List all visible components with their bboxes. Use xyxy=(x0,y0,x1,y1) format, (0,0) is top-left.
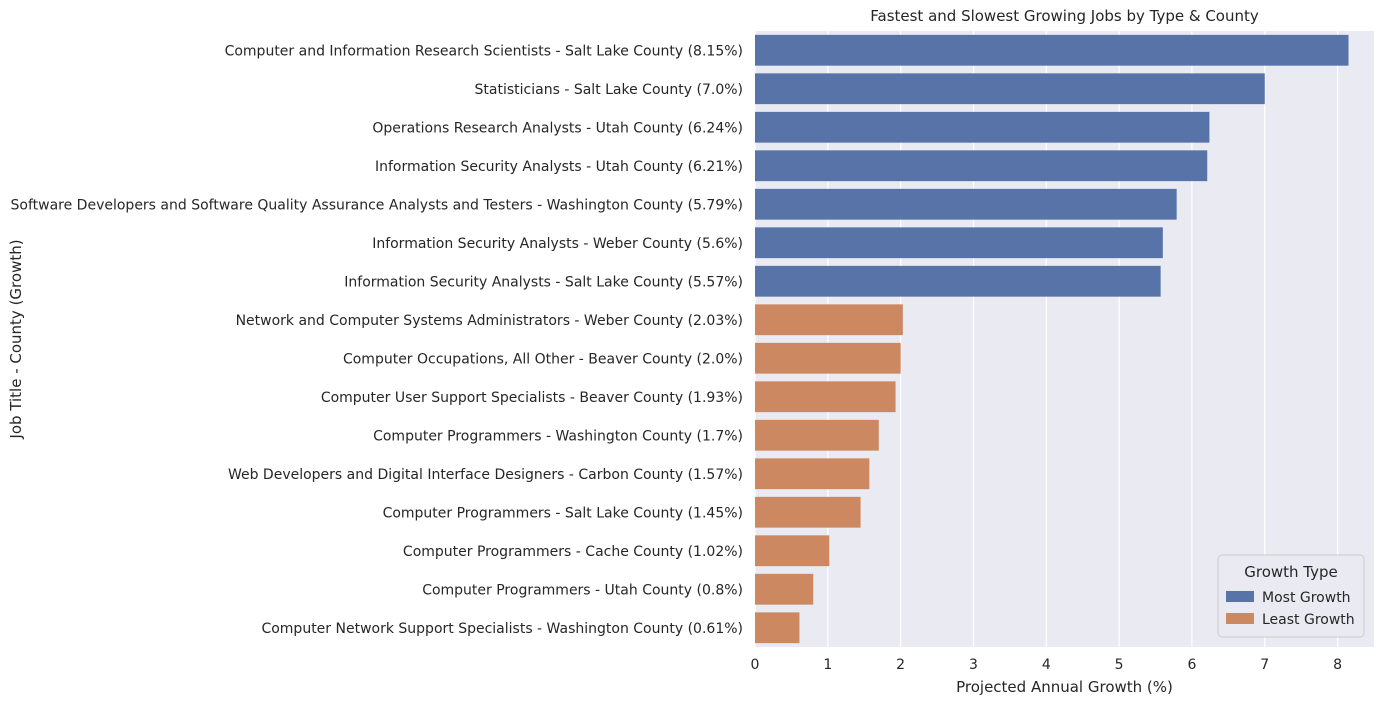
x-axis-title: Projected Annual Growth (%) xyxy=(956,678,1173,696)
bar xyxy=(755,265,1161,297)
bar xyxy=(755,342,901,374)
category-label: Software Developers and Software Quality… xyxy=(11,197,743,213)
legend-box xyxy=(1217,554,1365,638)
category-label: Computer Programmers - Washington County… xyxy=(373,428,743,444)
legend-title: Growth Type xyxy=(1244,563,1338,581)
category-label: Information Security Analysts - Salt Lak… xyxy=(344,274,743,290)
x-tick-label: 4 xyxy=(1042,657,1051,673)
bar xyxy=(755,34,1349,66)
x-tick-label: 5 xyxy=(1115,657,1124,673)
x-tick-label: 8 xyxy=(1333,657,1342,673)
category-labels: Computer and Information Research Scient… xyxy=(11,43,743,637)
y-axis-title: Job Title - County (Growth) xyxy=(7,239,25,439)
category-label: Information Security Analysts - Weber Co… xyxy=(372,236,743,252)
bar xyxy=(755,304,903,336)
category-label: Computer User Support Specialists - Beav… xyxy=(321,390,743,406)
bar xyxy=(755,612,800,644)
category-label: Operations Research Analysts - Utah Coun… xyxy=(372,120,743,136)
x-tick-label: 1 xyxy=(823,657,832,673)
x-tick-label: 2 xyxy=(896,657,905,673)
x-tick-label: 3 xyxy=(969,657,978,673)
x-tick-label: 6 xyxy=(1187,657,1196,673)
category-label: Computer Occupations, All Other - Beaver… xyxy=(343,351,743,367)
category-label: Computer Network Support Specialists - W… xyxy=(261,621,743,637)
legend-swatch-least-growth xyxy=(1226,613,1254,624)
legend-swatch-most-growth xyxy=(1226,591,1254,602)
bar xyxy=(755,381,896,413)
category-label: Computer Programmers - Salt Lake County … xyxy=(383,505,743,521)
bar xyxy=(755,188,1177,220)
category-label: Web Developers and Digital Interface Des… xyxy=(228,467,743,483)
bar xyxy=(755,150,1208,182)
bar xyxy=(755,227,1163,259)
category-label: Statisticians - Salt Lake County (7.0%) xyxy=(475,82,743,98)
chart-title: Fastest and Slowest Growing Jobs by Type… xyxy=(870,7,1259,25)
legend-label-most-growth: Most Growth xyxy=(1262,590,1351,606)
x-tick-label: 0 xyxy=(751,657,760,673)
bars xyxy=(755,34,1349,644)
category-label: Computer Programmers - Cache County (1.0… xyxy=(403,544,743,560)
bar xyxy=(755,573,814,605)
bar xyxy=(755,419,879,451)
x-tick-label: 7 xyxy=(1260,657,1269,673)
bar xyxy=(755,496,861,528)
bar xyxy=(755,73,1265,105)
x-tick-labels: 0 1 2 3 4 5 6 7 8 xyxy=(751,657,1343,673)
bar xyxy=(755,111,1210,143)
legend-label-least-growth: Least Growth xyxy=(1262,612,1355,628)
legend: Growth Type Most Growth Least Growth xyxy=(1217,554,1365,638)
category-label: Information Security Analysts - Utah Cou… xyxy=(375,159,743,175)
category-label: Network and Computer Systems Administrat… xyxy=(236,313,743,329)
bar xyxy=(755,535,830,567)
category-label: Computer Programmers - Utah County (0.8%… xyxy=(422,582,743,598)
bar xyxy=(755,458,870,490)
category-label: Computer and Information Research Scient… xyxy=(225,43,743,59)
